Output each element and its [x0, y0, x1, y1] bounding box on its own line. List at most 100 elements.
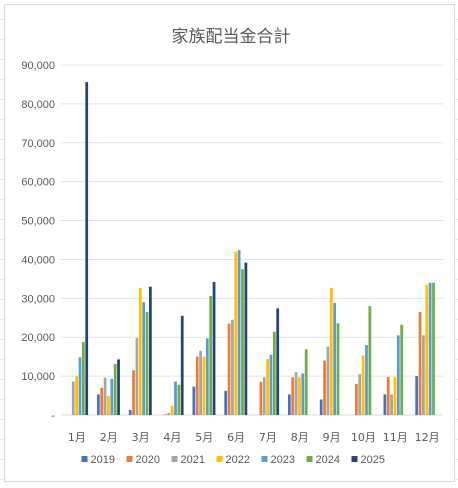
bar-2020-5 — [195, 356, 199, 415]
bar-2022-10 — [361, 355, 365, 415]
x-category-label: 4月 — [163, 431, 181, 444]
bar-2021-5 — [199, 350, 202, 415]
x-category-label: 11月 — [383, 431, 408, 444]
bar-2021-9 — [326, 346, 330, 415]
legend-swatch-2025 — [351, 456, 358, 462]
bar-2022-8 — [298, 377, 301, 415]
chart-title: 家族配当金合計 — [172, 27, 291, 47]
legend-label-2024: 2024 — [316, 454, 340, 466]
x-category-label: 7月 — [259, 431, 277, 444]
bar-2023-5 — [205, 338, 209, 415]
bar-2024-8 — [304, 349, 308, 415]
y-tick-label: 80,000 — [21, 99, 55, 111]
bar-2020-7 — [259, 381, 263, 415]
legend: 2019 2020 2021 2022 2023 2024 2025 — [81, 454, 385, 466]
bar-chart: 家族配当金合計 - 10,000 20,000 30,000 40,000 50,000 6… — [21, 27, 443, 466]
x-category-label: 3月 — [132, 431, 150, 444]
legend-swatch-2023 — [261, 456, 268, 462]
bar-2024-5 — [209, 296, 213, 415]
bar-2022-9 — [329, 287, 333, 415]
bar-2024-9 — [336, 323, 340, 415]
legend-label-2021: 2021 — [181, 454, 205, 466]
x-category-label: 8月 — [291, 431, 309, 444]
bar-2021-11 — [390, 394, 393, 415]
gridlines — [61, 64, 443, 416]
bar-2019-3 — [128, 409, 132, 415]
bar-2022-1 — [75, 376, 78, 415]
bar-2022-4 — [170, 405, 174, 415]
bar-2021-7 — [262, 377, 266, 415]
bar-2024-2 — [113, 364, 117, 415]
bar-2020-6 — [227, 323, 231, 415]
x-category-label: 5月 — [195, 431, 213, 444]
bar-2020-8 — [291, 377, 295, 415]
bar-2021-6 — [231, 319, 234, 415]
legend-label-2025: 2025 — [361, 454, 385, 466]
bar-2019-12 — [415, 376, 419, 415]
legend-label-2020: 2020 — [136, 454, 160, 466]
bar-2020-4 — [164, 414, 167, 415]
bar-2020-3 — [132, 370, 135, 415]
bar-2024-12 — [432, 282, 435, 415]
y-tick-label: 70,000 — [21, 138, 55, 150]
y-tick-label: 90,000 — [21, 60, 55, 72]
bar-2024-7 — [272, 331, 276, 415]
bar-2024-4 — [177, 384, 181, 415]
y-axis-tick-labels: - 10,000 20,000 30,000 40,000 50,000 60,000 70,… — [21, 60, 55, 422]
y-tick-label: - — [51, 410, 55, 422]
bar-2025-4 — [180, 315, 184, 415]
bar-2019-11 — [383, 394, 387, 415]
bar-2022-5 — [202, 356, 206, 415]
x-category-label: 12月 — [415, 431, 440, 444]
y-tick-label: 30,000 — [21, 293, 55, 305]
bar-2023-6 — [237, 250, 241, 415]
bar-2025-5 — [212, 282, 216, 415]
bar-2023-11 — [396, 335, 400, 415]
bar-2022-3 — [138, 287, 142, 415]
bar-2023-1 — [78, 357, 82, 415]
bar-2022-7 — [266, 359, 269, 415]
bar-2023-7 — [269, 354, 273, 415]
bar-2025-7 — [276, 308, 280, 415]
bar-2025-6 — [244, 262, 248, 415]
bar-2020-2 — [100, 387, 104, 415]
y-tick-label: 20,000 — [21, 332, 55, 344]
bar-2022-11 — [393, 377, 397, 415]
legend-swatch-2020 — [126, 456, 133, 462]
bar-2019-6 — [224, 390, 228, 415]
bar-2025-2 — [117, 359, 120, 415]
bar-2023-12 — [428, 282, 432, 415]
x-category-label: 2月 — [100, 431, 118, 444]
bar-2023-4 — [174, 381, 177, 415]
legend-label-2023: 2023 — [271, 454, 295, 466]
x-category-label: 9月 — [323, 431, 341, 444]
bar-2021-3 — [135, 338, 139, 415]
bar-2020-10 — [355, 383, 358, 415]
x-category-label: 10月 — [351, 431, 376, 444]
bar-2021-4 — [167, 413, 171, 415]
y-tick-label: 60,000 — [21, 177, 55, 189]
bar-2023-8 — [301, 373, 305, 415]
bar-2022-6 — [234, 251, 238, 415]
bar-2021-2 — [103, 377, 107, 415]
legend-swatch-2024 — [306, 456, 313, 462]
bar-2019-9 — [319, 399, 323, 415]
bar-2020-9 — [323, 360, 326, 415]
bar-2025-1 — [85, 82, 89, 415]
bar-2024-3 — [145, 311, 149, 415]
bar-2023-3 — [142, 302, 146, 415]
bar-2024-6 — [241, 269, 244, 415]
bar-2021-1 — [71, 381, 75, 415]
bar-2019-8 — [287, 394, 291, 415]
bar-2020-11 — [386, 376, 390, 415]
bar-2023-2 — [110, 378, 114, 415]
chart-area[interactable]: 家族配当金合計 - 10,000 20,000 30,000 40,000 50,000 6… — [4, 4, 455, 482]
y-tick-label: 50,000 — [21, 216, 55, 228]
bar-2022-12 — [425, 284, 429, 415]
bar-2024-10 — [368, 306, 372, 415]
legend-swatch-2022 — [216, 456, 223, 462]
y-tick-label: 10,000 — [21, 371, 55, 383]
bar-2021-8 — [294, 372, 298, 415]
bar-2025-3 — [148, 286, 152, 415]
